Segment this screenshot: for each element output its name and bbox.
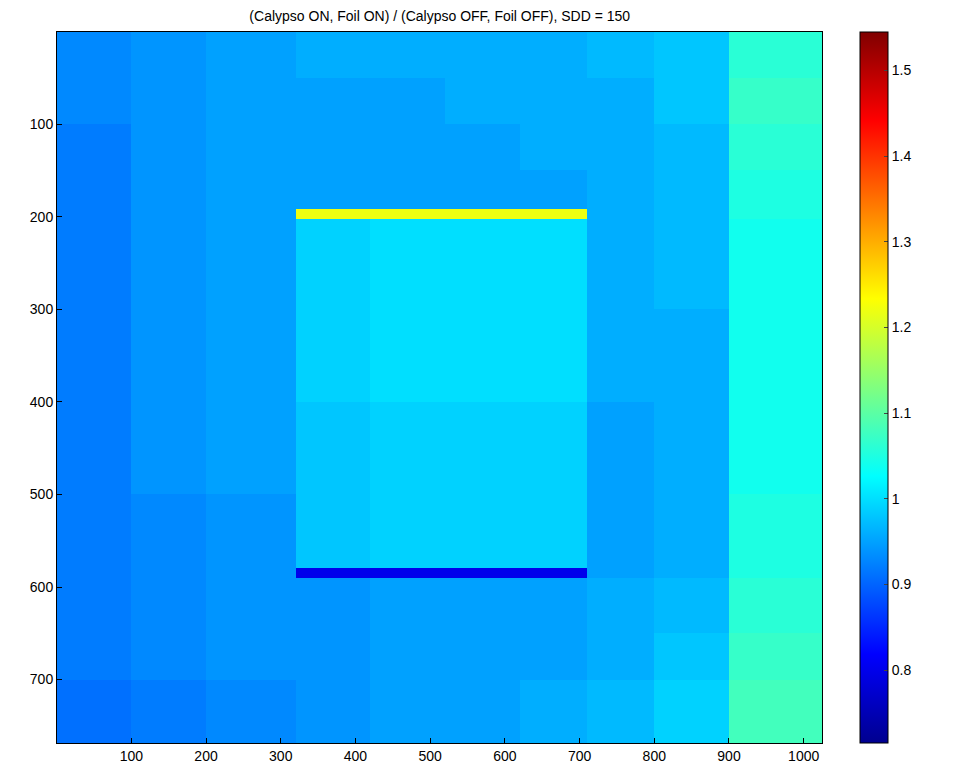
svg-text:200: 200	[30, 209, 54, 225]
svg-text:1.1: 1.1	[892, 405, 912, 421]
svg-text:200: 200	[194, 748, 218, 764]
svg-text:400: 400	[30, 394, 54, 410]
svg-text:900: 900	[717, 748, 741, 764]
svg-text:600: 600	[493, 748, 517, 764]
svg-text:1: 1	[892, 491, 900, 507]
svg-text:1.3: 1.3	[892, 234, 912, 250]
svg-text:100: 100	[30, 116, 54, 132]
svg-text:1.4: 1.4	[892, 148, 912, 164]
svg-text:500: 500	[418, 748, 442, 764]
svg-text:300: 300	[30, 301, 54, 317]
svg-text:(Calypso ON, Foil ON) / (Calyp: (Calypso ON, Foil ON) / (Calypso OFF, Fo…	[249, 8, 630, 24]
svg-text:800: 800	[643, 748, 667, 764]
svg-text:1.5: 1.5	[892, 62, 912, 78]
svg-text:600: 600	[30, 579, 54, 595]
svg-text:400: 400	[344, 748, 368, 764]
svg-text:1.2: 1.2	[892, 319, 912, 335]
svg-text:500: 500	[30, 486, 54, 502]
svg-text:0.9: 0.9	[892, 576, 912, 592]
svg-text:1000: 1000	[788, 748, 819, 764]
svg-text:300: 300	[269, 748, 293, 764]
svg-text:100: 100	[120, 748, 144, 764]
svg-text:700: 700	[568, 748, 592, 764]
svg-text:0.8: 0.8	[892, 662, 912, 678]
svg-text:700: 700	[30, 671, 54, 687]
